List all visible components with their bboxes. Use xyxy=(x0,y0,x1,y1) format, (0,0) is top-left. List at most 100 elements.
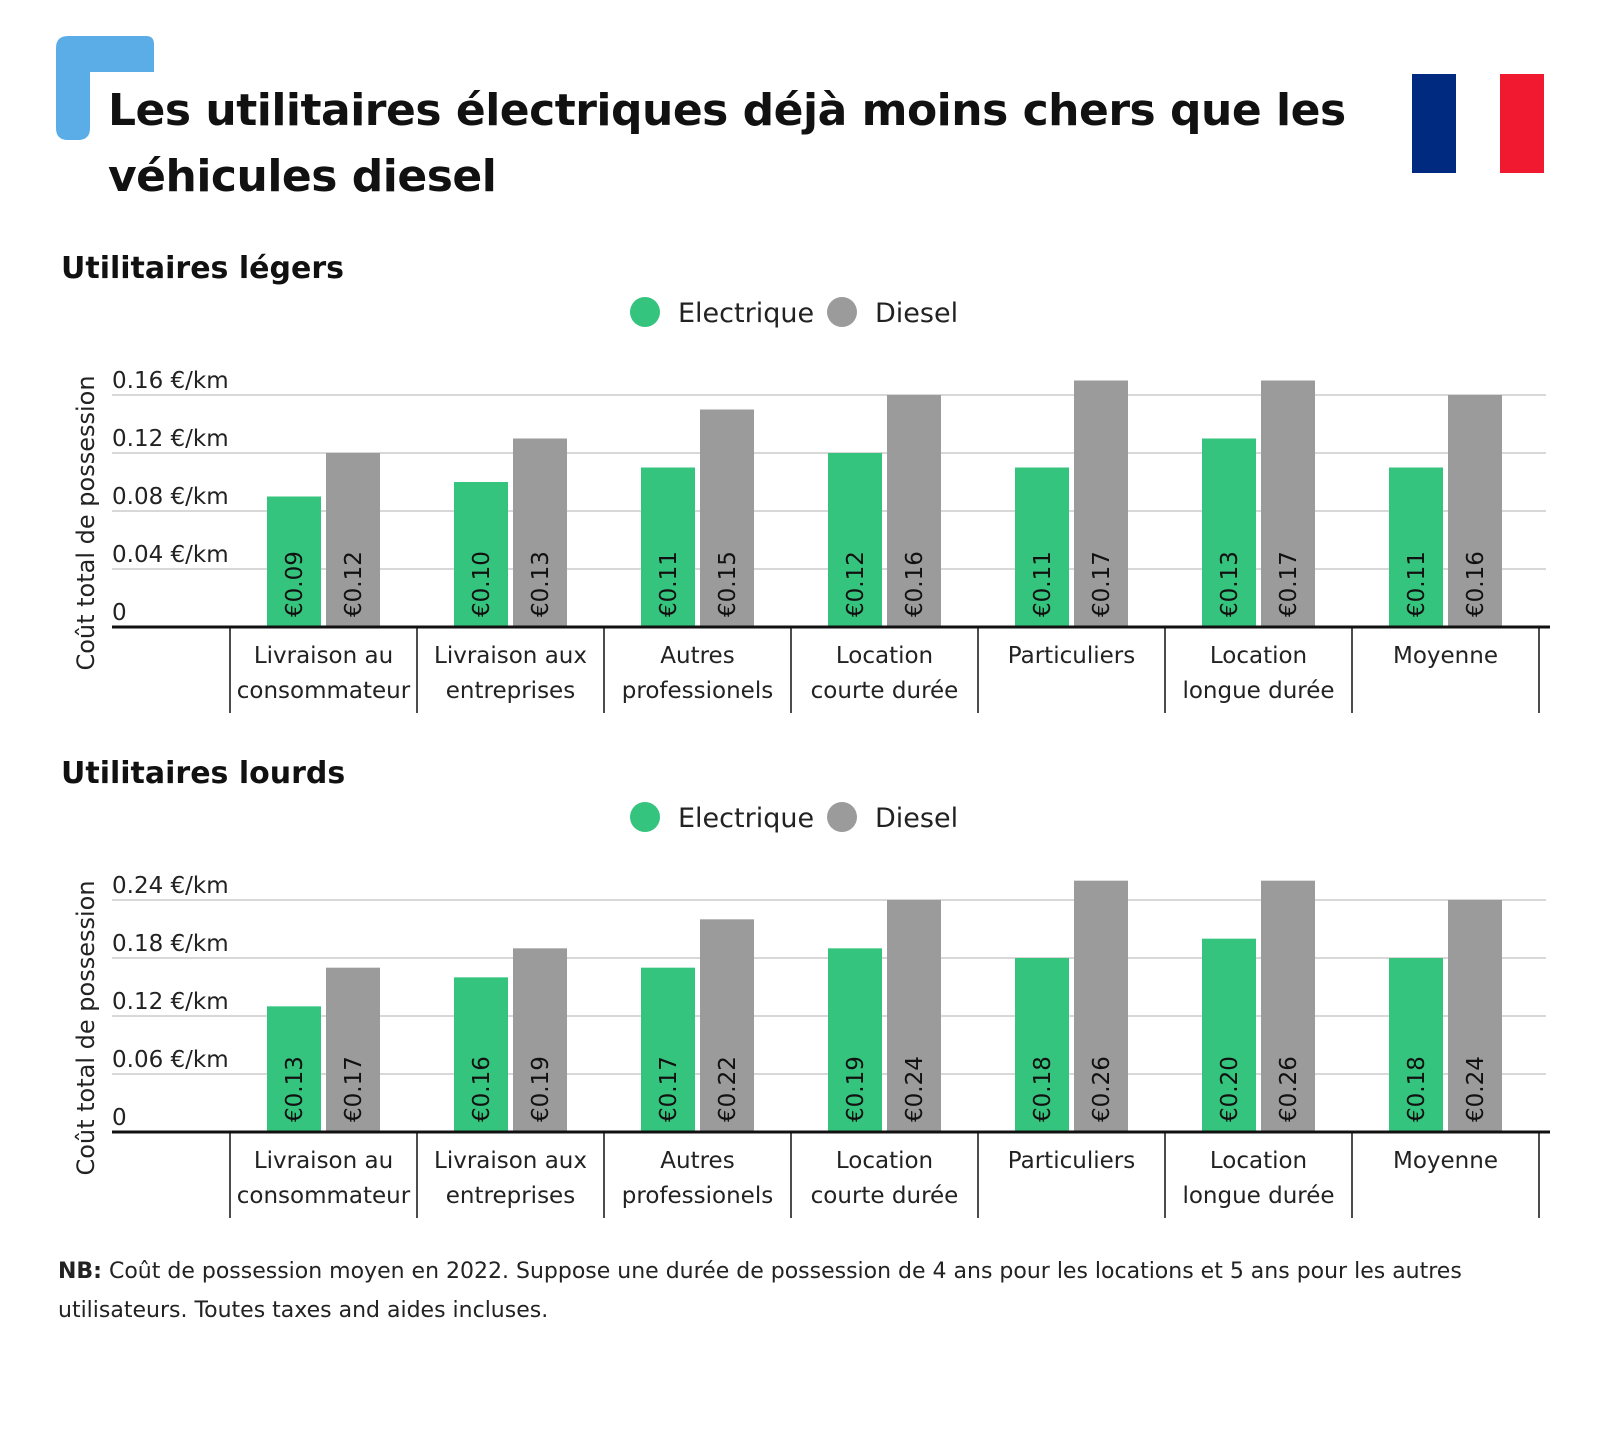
footnote: NB: Coût de possession moyen en 2022. Su… xyxy=(58,1252,1538,1330)
bar-value-label: €0.22 xyxy=(715,1056,741,1122)
bar-value-label: €0.24 xyxy=(902,1056,928,1122)
bar-value-label: €0.20 xyxy=(1217,1056,1243,1122)
bar-value-label: €0.18 xyxy=(1404,1056,1430,1122)
bar-value-label: €0.16 xyxy=(1463,551,1489,617)
bar-electrique xyxy=(1202,438,1256,627)
bar-electrique xyxy=(454,977,508,1132)
bar-diesel xyxy=(1448,900,1502,1132)
y-tick-label: 0.16 €/km xyxy=(112,368,229,394)
x-tick-label: Location longue durée xyxy=(1182,1148,1334,1209)
chart-heavy-vans-svg: Utilitaires lourds Electrique Diesel Coût t… xyxy=(61,756,1550,1218)
legend-swatch-diesel xyxy=(827,297,857,327)
legend-label-diesel: Diesel xyxy=(875,803,958,834)
bar-electrique xyxy=(1389,467,1443,627)
y-tick-label: 0.12 €/km xyxy=(112,989,229,1015)
y-tick-label: 0.12 €/km xyxy=(112,426,229,452)
y-tick-label: 0.04 €/km xyxy=(112,542,229,568)
x-tick-label: Autres professionels xyxy=(622,1148,773,1209)
bar-electrique xyxy=(828,453,882,627)
bar-value-label: €0.16 xyxy=(902,551,928,617)
bar-value-label: €0.17 xyxy=(656,1056,682,1122)
bar-value-label: €0.12 xyxy=(341,551,367,617)
footnote-label: NB: xyxy=(58,1259,102,1284)
bar-value-label: €0.11 xyxy=(656,551,682,617)
legend-swatch-diesel xyxy=(827,802,857,832)
bar-electrique xyxy=(267,496,321,627)
bar-diesel xyxy=(1074,380,1128,627)
bar-electrique xyxy=(1015,467,1069,627)
chart-light-vans: Utilitaires légers Electrique Diesel Coût t… xyxy=(0,240,1600,740)
y-tick-label: 0.08 €/km xyxy=(112,484,229,510)
chart-title: Utilitaires lourds xyxy=(61,756,345,791)
bar-value-label: €0.24 xyxy=(1463,1056,1489,1122)
page-title: Les utilitaires électriques déjà moins c… xyxy=(108,85,1346,202)
x-tick-label: Particuliers xyxy=(1008,643,1135,669)
y-axis-label: Coût total de possession xyxy=(72,880,100,1175)
bar-diesel xyxy=(513,948,567,1132)
bar-electrique xyxy=(641,967,695,1132)
x-tick-label: Livraison aux entreprises xyxy=(434,1148,587,1209)
x-tick-label: Moyenne xyxy=(1393,643,1498,669)
legend-label-electrique: Electrique xyxy=(678,298,814,329)
x-tick-label: Particuliers xyxy=(1008,1148,1135,1174)
x-tick-label: Livraison au consommateur xyxy=(237,643,411,704)
x-tick-label: Location longue durée xyxy=(1182,643,1334,704)
bar-value-label: €0.26 xyxy=(1276,1056,1302,1122)
flag-white-stripe xyxy=(1456,74,1500,173)
bar-electrique xyxy=(267,1006,321,1132)
bar-value-label: €0.10 xyxy=(469,551,495,617)
y-tick-label: 0.18 €/km xyxy=(112,931,229,957)
x-tick-label: Location courte durée xyxy=(811,1148,959,1209)
bar-value-label: €0.18 xyxy=(1030,1056,1056,1122)
footnote-text: Coût de possession moyen en 2022. Suppos… xyxy=(58,1259,1462,1323)
bar-electrique xyxy=(1015,958,1069,1132)
bar-diesel xyxy=(326,967,380,1132)
bar-value-label: €0.13 xyxy=(1217,551,1243,617)
y-tick-label: 0.06 €/km xyxy=(112,1047,229,1073)
x-tick-label: Autres professionels xyxy=(622,643,773,704)
bar-value-label: €0.13 xyxy=(528,551,554,617)
bar-electrique xyxy=(641,467,695,627)
bar-value-label: €0.19 xyxy=(843,1056,869,1122)
legend-label-electrique: Electrique xyxy=(678,803,814,834)
y-axis-label: Coût total de possession xyxy=(72,375,100,670)
legend-label-diesel: Diesel xyxy=(875,298,958,329)
bar-value-label: €0.16 xyxy=(469,1056,495,1122)
y-tick-label: 0 xyxy=(112,1105,127,1131)
brand-corner-mark xyxy=(56,36,154,140)
bar-electrique xyxy=(1202,938,1256,1132)
bar-value-label: €0.17 xyxy=(341,1056,367,1122)
bar-value-label: €0.11 xyxy=(1030,551,1056,617)
bar-value-label: €0.12 xyxy=(843,551,869,617)
bar-diesel xyxy=(513,438,567,627)
x-tick-label: Livraison au consommateur xyxy=(237,1148,411,1209)
bar-diesel xyxy=(887,900,941,1132)
bar-diesel xyxy=(1448,395,1502,627)
bar-diesel xyxy=(1261,880,1315,1132)
legend: Electrique Diesel xyxy=(630,297,958,329)
y-tick-label: 0 xyxy=(112,600,127,626)
bar-diesel xyxy=(1074,880,1128,1132)
bar-diesel xyxy=(326,453,380,627)
bar-diesel xyxy=(700,919,754,1132)
x-tick-label: Moyenne xyxy=(1393,1148,1498,1174)
corner-mark-shape xyxy=(56,36,154,140)
x-tick-label: Location courte durée xyxy=(811,643,959,704)
bar-electrique xyxy=(1389,958,1443,1132)
chart-heavy-vans: Utilitaires lourds Electrique Diesel Coût t… xyxy=(0,745,1600,1245)
bar-electrique xyxy=(454,482,508,627)
chart-title: Utilitaires légers xyxy=(61,251,344,286)
bar-diesel xyxy=(1261,380,1315,627)
flag-blue-stripe xyxy=(1412,74,1456,173)
legend: Electrique Diesel xyxy=(630,802,958,834)
flag-red-stripe xyxy=(1500,74,1544,173)
bar-value-label: €0.15 xyxy=(715,551,741,617)
bar-value-label: €0.17 xyxy=(1089,551,1115,617)
france-flag-icon xyxy=(1412,74,1544,173)
bar-value-label: €0.19 xyxy=(528,1056,554,1122)
bar-diesel xyxy=(700,409,754,627)
bar-value-label: €0.13 xyxy=(282,1056,308,1122)
bar-diesel xyxy=(887,395,941,627)
bar-electrique xyxy=(828,948,882,1132)
bar-value-label: €0.17 xyxy=(1276,551,1302,617)
